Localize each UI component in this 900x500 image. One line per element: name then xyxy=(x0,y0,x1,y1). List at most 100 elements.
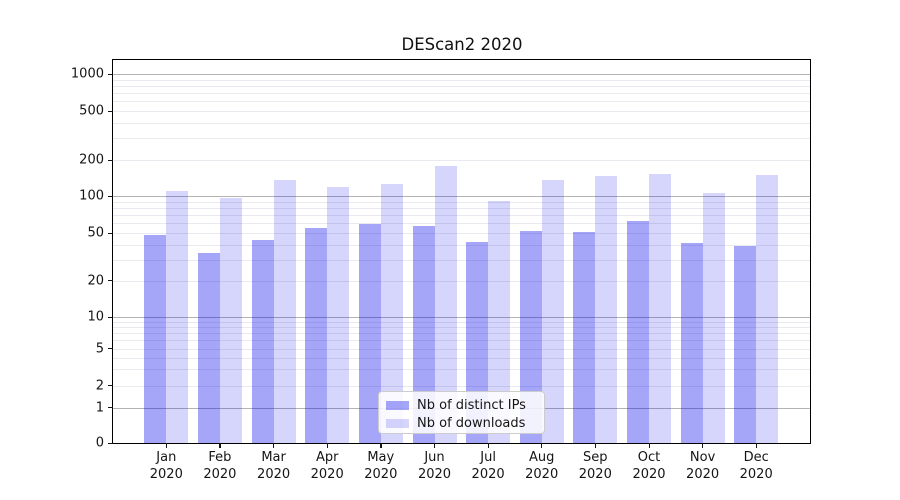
gridline xyxy=(113,223,810,225)
bar-downloads-sep xyxy=(595,175,618,443)
y-tick-mark xyxy=(108,232,113,234)
gridline xyxy=(113,196,810,197)
bar-distinct-ips-jun xyxy=(412,226,435,443)
bar-downloads-jan xyxy=(166,191,189,443)
y-tick-mark xyxy=(108,110,113,112)
bar-distinct-ips-oct xyxy=(627,220,649,443)
bar-distinct-ips-aug xyxy=(519,230,542,443)
gridline xyxy=(113,74,810,75)
y-tick-label: 5 xyxy=(95,341,104,356)
y-tick-mark xyxy=(108,316,113,318)
bar-downloads-nov xyxy=(702,193,725,443)
x-tick-mark xyxy=(702,443,704,448)
x-tick-mark xyxy=(755,443,757,448)
gridline xyxy=(113,207,810,209)
y-tick-label: 500 xyxy=(79,103,104,119)
x-tick-mark xyxy=(541,443,543,448)
gridline xyxy=(113,357,810,359)
x-tick-mark xyxy=(273,443,275,448)
bar-downloads-dec xyxy=(756,174,779,443)
gridline xyxy=(113,333,810,335)
gridline xyxy=(113,101,810,103)
bar-downloads-oct xyxy=(649,174,671,443)
y-tick-mark xyxy=(108,407,113,409)
bar-downloads-feb xyxy=(219,197,242,443)
bar-distinct-ips-may xyxy=(358,224,381,443)
gridline xyxy=(113,259,810,261)
x-tick-mark xyxy=(594,443,597,448)
bar-downloads-apr xyxy=(327,186,350,443)
bar-downloads-jul xyxy=(488,200,511,443)
gridline xyxy=(113,111,810,112)
x-tick-label: Jan 2020 xyxy=(149,450,183,482)
bar-distinct-ips-nov xyxy=(680,243,703,443)
x-tick-label: Apr 2020 xyxy=(310,450,344,482)
gridline xyxy=(113,138,810,140)
y-tick-mark xyxy=(108,280,113,282)
y-tick-label: 2 xyxy=(95,378,104,393)
gridline xyxy=(113,340,810,342)
y-tick-mark xyxy=(108,73,113,75)
x-tick-label: Oct 2020 xyxy=(632,450,666,482)
gridline xyxy=(113,317,810,318)
bar-downloads-aug xyxy=(541,180,564,443)
legend-swatch-distinct-ips xyxy=(386,400,409,410)
y-tick-mark xyxy=(108,195,113,197)
bar-downloads-mar xyxy=(273,180,296,443)
x-tick-mark xyxy=(648,443,650,448)
bar-distinct-ips-mar xyxy=(251,239,274,443)
x-tick-label: Aug 2020 xyxy=(525,450,559,482)
x-tick-mark xyxy=(219,443,221,448)
gridline xyxy=(113,85,810,87)
y-tick-label: 0 xyxy=(95,435,104,451)
x-tick-label: Mar 2020 xyxy=(257,450,291,482)
x-tick-label: Feb 2020 xyxy=(203,450,237,482)
gridline xyxy=(113,244,810,246)
x-tick-mark xyxy=(434,443,436,448)
bar-distinct-ips-sep xyxy=(573,231,596,443)
chart-title: DEScan2 2020 xyxy=(401,35,523,54)
bar-distinct-ips-feb xyxy=(197,253,220,443)
legend-swatch-downloads xyxy=(386,418,409,428)
bar-downloads-may xyxy=(380,184,403,443)
gridline xyxy=(113,233,810,234)
bar-distinct-ips-jan xyxy=(144,235,167,443)
legend-label-distinct-ips: Nb of distinct IPs xyxy=(417,397,526,413)
x-tick-label: Jun 2020 xyxy=(417,450,452,482)
y-tick-mark xyxy=(108,348,113,350)
gridline xyxy=(113,201,810,203)
gridline xyxy=(113,93,810,94)
x-tick-mark xyxy=(326,443,328,448)
y-tick-label: 1 xyxy=(95,400,104,415)
gridline xyxy=(113,321,810,323)
x-tick-label: Dec 2020 xyxy=(739,450,773,482)
y-tick-mark xyxy=(108,385,113,387)
gridline xyxy=(113,122,810,124)
x-tick-label: May 2020 xyxy=(364,450,398,482)
x-tick-label: Jul 2020 xyxy=(471,450,505,482)
y-tick-label: 200 xyxy=(79,152,104,168)
gridline xyxy=(113,280,810,282)
bar-downloads-jun xyxy=(434,166,457,443)
bar-distinct-ips-dec xyxy=(734,245,757,443)
gridline xyxy=(113,369,810,371)
x-tick-label: Nov 2020 xyxy=(686,450,720,482)
x-tick-mark xyxy=(380,443,382,448)
legend: Nb of distinct IPs Nb of downloads xyxy=(378,391,545,434)
y-tick-label: 10 xyxy=(87,309,104,325)
gridline xyxy=(113,215,810,216)
y-tick-mark xyxy=(108,442,113,444)
gridline xyxy=(113,348,810,350)
x-tick-mark xyxy=(165,443,168,448)
bar-distinct-ips-apr xyxy=(305,227,328,443)
y-tick-label: 1000 xyxy=(70,66,104,82)
legend-label-downloads: Nb of downloads xyxy=(417,415,526,431)
y-tick-label: 50 xyxy=(87,225,104,241)
gridline xyxy=(113,327,810,329)
legend-item-distinct-ips: Nb of distinct IPs xyxy=(386,396,544,414)
gridline xyxy=(113,385,810,387)
x-tick-mark xyxy=(487,443,489,448)
gridline xyxy=(113,79,810,81)
y-tick-mark xyxy=(108,159,113,161)
